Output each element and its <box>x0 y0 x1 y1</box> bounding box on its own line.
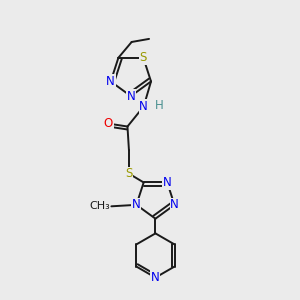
Text: S: S <box>140 51 147 64</box>
Text: O: O <box>104 117 113 130</box>
Text: N: N <box>163 176 172 189</box>
Text: N: N <box>170 198 179 211</box>
Text: N: N <box>127 90 135 103</box>
Text: N: N <box>106 75 115 88</box>
Text: H: H <box>155 98 164 112</box>
Text: N: N <box>151 271 160 284</box>
Text: N: N <box>139 100 148 113</box>
Text: S: S <box>125 167 133 180</box>
Text: N: N <box>132 198 141 211</box>
Text: CH₃: CH₃ <box>89 201 110 211</box>
